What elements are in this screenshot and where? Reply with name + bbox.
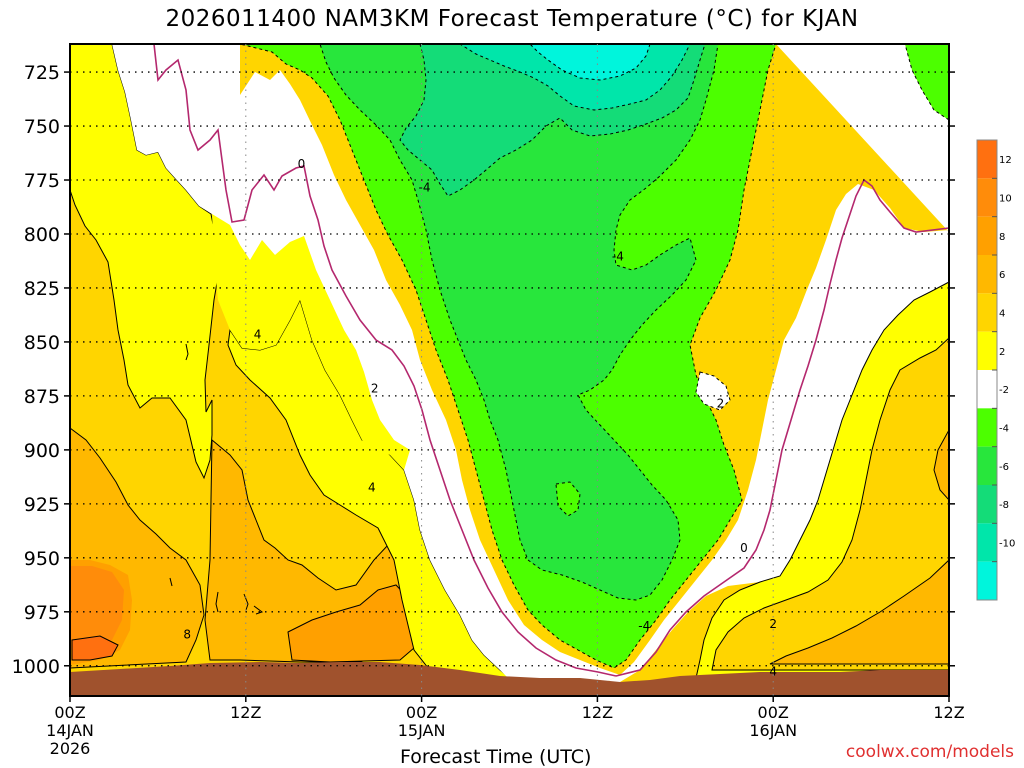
colorbar-label: 10: [999, 194, 1012, 205]
mini-contour-a: [185, 343, 189, 361]
plot-frame: [69, 43, 950, 697]
y-tick-label: 800: [24, 224, 60, 246]
mini-contour-b: [215, 591, 219, 613]
mini-contour-e: [253, 605, 264, 615]
y-tick-label: 875: [24, 386, 60, 408]
colorbar-swatch: [977, 140, 997, 179]
temperature-field: [70, 44, 949, 696]
y-tick-label: 1000: [12, 656, 60, 678]
colorbar-swatch: [977, 523, 997, 562]
contour-label: 4: [769, 664, 777, 678]
x-tick-date: 16JAN: [749, 721, 797, 740]
y-tick-label: 925: [24, 494, 60, 516]
colorbar-swatch: [977, 370, 997, 409]
y-tick-label: 975: [24, 602, 60, 624]
colorbar-swatch: [977, 561, 997, 600]
colorbar: 12 10 8 6 4 2 -2 -4 -6 -8 -10: [976, 139, 1015, 601]
colorbar-label: -10: [999, 539, 1015, 550]
contour-labels: 0 -4 -4 4 2 2 4 0 -4 2 8 4: [183, 157, 777, 678]
x-tick-label: 12Z: [582, 703, 613, 722]
colorbar-label: 4: [999, 309, 1005, 320]
mini-contour-d: [169, 577, 173, 587]
contour-label: 2: [769, 617, 777, 631]
x-tick-label: 00Z: [406, 703, 437, 722]
contour-label: 2: [371, 381, 379, 395]
region-neg2-2-right: [606, 44, 949, 682]
contour-label: 2: [717, 397, 725, 411]
region-10-12-left: [70, 566, 124, 650]
chart-title: 2026011400 NAM3KM Forecast Temperature (…: [165, 6, 859, 32]
zero-line-right: [615, 178, 949, 677]
region-neg2-2-left: [112, 44, 620, 682]
x-tick-label: 00Z: [758, 703, 789, 722]
terrain: [70, 662, 949, 696]
colorbar-label: -2: [999, 385, 1009, 396]
colorbar-label: 8: [999, 232, 1005, 243]
credit-link[interactable]: coolwx.com/models: [845, 742, 1014, 762]
contour-label: -4: [638, 619, 650, 633]
colorbar-label: 12: [999, 155, 1012, 166]
contour-label: -4: [612, 250, 624, 264]
x-tick-year: 2026: [50, 739, 91, 758]
colorbar-swatch: [977, 216, 997, 255]
y-tick-label: 750: [24, 116, 60, 138]
colorbar-swatch: [977, 293, 997, 332]
x-tick-date: 15JAN: [398, 721, 446, 740]
region-12-14-left: [71, 635, 119, 661]
region-6-8-right: [769, 429, 949, 665]
colorbar-label: -6: [999, 462, 1009, 473]
region-4-6-right: [711, 337, 949, 671]
y-tick-label: 725: [24, 62, 60, 84]
y-tick-label: 850: [24, 332, 60, 354]
region-2-4-upper: [212, 214, 418, 470]
colorbar-swatch: [977, 331, 997, 370]
colorbar-label: 2: [999, 347, 1005, 358]
colorbar-swatch: [977, 446, 997, 485]
y-tick-label: 825: [24, 278, 60, 300]
colorbar-swatch: [977, 255, 997, 294]
colorbar-swatch: [977, 178, 997, 217]
x-tick-label: 12Z: [933, 703, 964, 722]
contour-label: 8: [183, 628, 191, 642]
y-tick-label: 900: [24, 440, 60, 462]
zero-isotherms: [153, 44, 949, 677]
colorbar-label: -8: [999, 500, 1009, 511]
colorbar-swatch: [977, 485, 997, 524]
contour-label: 4: [254, 327, 262, 341]
colorbar-swatch: [977, 408, 997, 447]
x-tick-label: 00Z: [54, 703, 85, 722]
x-axis-title: Forecast Time (UTC): [400, 746, 592, 768]
region-neg6-neg4-cell: [555, 481, 581, 517]
y-tick-label: 950: [24, 548, 60, 570]
region-neg12-neg10: [529, 44, 651, 81]
zero-line-left: [153, 44, 617, 677]
contour-label: 4: [368, 481, 376, 495]
y-tick-label: 775: [24, 170, 60, 192]
x-tick-date: 14JAN: [46, 721, 94, 740]
contour-label: 0: [298, 157, 306, 171]
contour-label: -4: [419, 181, 431, 195]
colorbar-label: 6: [999, 270, 1005, 281]
colorbar-label: -4: [999, 424, 1009, 435]
contour-label: 0: [740, 541, 748, 555]
region-neg2-2-bubble: [695, 371, 731, 411]
region-neg4-neg2-right: [904, 44, 949, 121]
x-tick-label: 12Z: [230, 703, 261, 722]
grid-lines: [70, 44, 949, 696]
region-neg6-neg4: [319, 44, 719, 601]
